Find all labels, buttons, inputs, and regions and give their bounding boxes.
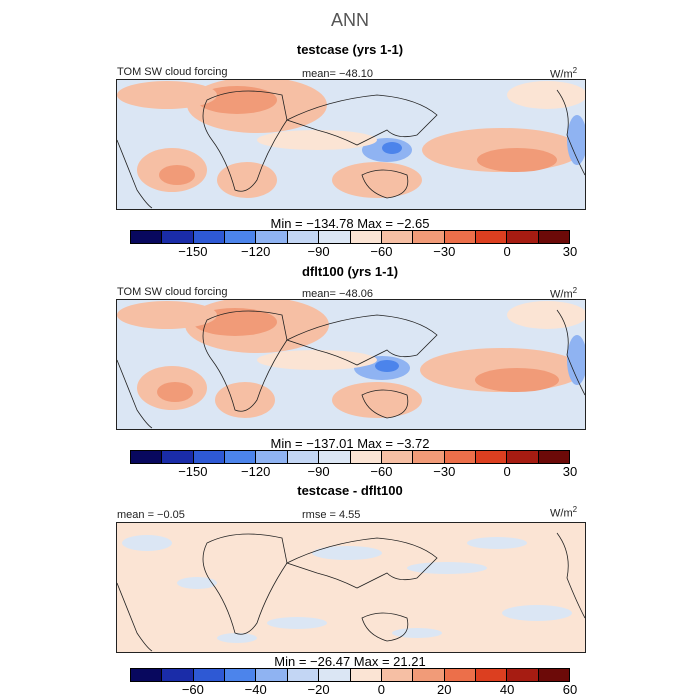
panel-1-map-svg (117, 80, 585, 209)
colorbar-swatch (475, 231, 508, 243)
panel-3-rmse-label: rmse = 4.55 (302, 509, 361, 521)
colorbar-swatch (131, 669, 163, 681)
colorbar-swatch (162, 451, 194, 463)
panel-3-min-max: Min = −26.47 Max = 21.21 (274, 654, 426, 669)
colorbar-swatch (538, 231, 570, 243)
colorbar-swatch (256, 451, 288, 463)
colorbar-tick-label: −30 (433, 244, 456, 259)
colorbar-swatch (381, 669, 414, 681)
colorbar-tick-label: −120 (241, 244, 271, 259)
colorbar-tick-label: −60 (370, 244, 393, 259)
panel-3-colorbar-ticks: −60 −40 −20 0 20 40 60 (130, 682, 577, 698)
colorbar-swatch (319, 669, 351, 681)
panel-1-title: testcase (yrs 1-1) (296, 42, 404, 57)
colorbar-tick-label: 20 (437, 682, 452, 697)
panel-2-map (116, 299, 586, 430)
colorbar-tick-label: 30 (562, 464, 578, 479)
colorbar-tick-label: −30 (433, 464, 456, 479)
panel-2-units: W/m2 (550, 286, 578, 301)
colorbar-swatch (319, 231, 351, 243)
panel-2-min-max: Min = −137.01 Max = −3.72 (270, 436, 430, 451)
colorbar-swatch (413, 669, 445, 681)
panel-3-title: testcase - dflt100 (297, 483, 403, 498)
panel-2-mean-label: mean= −48.06 (302, 288, 373, 300)
panel-3-colorbar (130, 668, 570, 682)
colorbar-swatch (381, 231, 414, 243)
panel-2-colorbar-ticks: −150 −120 −90 −60 −30 0 30 (130, 464, 577, 480)
colorbar-swatch (350, 231, 382, 243)
panel-3-units: W/m2 (550, 505, 578, 520)
panel-2-map-svg (117, 300, 585, 429)
colorbar-swatch (225, 231, 257, 243)
colorbar-swatch (507, 231, 539, 243)
colorbar-swatch (538, 669, 570, 681)
colorbar-swatch (256, 669, 288, 681)
colorbar-tick-label: −60 (181, 682, 204, 697)
panel-2-title: dflt100 (yrs 1-1) (301, 264, 399, 279)
colorbar-swatch (381, 451, 414, 463)
colorbar-tick-label: −90 (307, 244, 330, 259)
panel-1-colorbar (130, 230, 570, 244)
colorbar-swatch (162, 231, 194, 243)
panel-3-map-svg (117, 523, 585, 652)
colorbar-tick-label: −60 (370, 464, 393, 479)
colorbar-swatch (350, 669, 382, 681)
colorbar-swatch (507, 451, 539, 463)
figure-title: ANN (330, 10, 369, 30)
colorbar-tick-label: −150 (178, 244, 208, 259)
colorbar-swatch (193, 451, 226, 463)
colorbar-swatch (507, 669, 539, 681)
colorbar-swatch (287, 231, 320, 243)
panel-1-min-max: Min = −134.78 Max = −2.65 (270, 216, 430, 231)
panel-1-variable-label: TOM SW cloud forcing (117, 66, 228, 78)
colorbar-swatch (444, 669, 476, 681)
colorbar-swatch (225, 451, 257, 463)
colorbar-swatch (287, 669, 320, 681)
colorbar-tick-label: 60 (562, 682, 578, 697)
colorbar-tick-label: −120 (241, 464, 271, 479)
colorbar-tick-label: 0 (503, 244, 511, 259)
colorbar-swatch (319, 451, 351, 463)
colorbar-swatch (256, 231, 288, 243)
colorbar-swatch (413, 451, 445, 463)
panel-1-map (116, 79, 586, 210)
panel-2-variable-label: TOM SW cloud forcing (117, 286, 228, 298)
panel-2-colorbar (130, 450, 570, 464)
panel-1-colorbar-ticks: −150 −120 −90 −60 −30 0 30 (130, 244, 577, 260)
colorbar-tick-label: 0 (503, 464, 511, 479)
colorbar-tick-label: −20 (307, 682, 330, 697)
colorbar-tick-label: 0 (377, 682, 386, 697)
colorbar-tick-label: −90 (307, 464, 330, 479)
panel-1-units: W/m2 (550, 66, 578, 81)
colorbar-tick-label: 40 (499, 682, 515, 697)
colorbar-swatch (131, 231, 163, 243)
colorbar-tick-label: 30 (562, 244, 578, 259)
panel-3-mean-label: mean = −0.05 (117, 509, 185, 521)
colorbar-swatch (350, 451, 382, 463)
colorbar-swatch (193, 231, 226, 243)
colorbar-swatch (475, 451, 508, 463)
panel-3-map (116, 522, 586, 653)
colorbar-swatch (225, 669, 257, 681)
colorbar-swatch (444, 231, 476, 243)
colorbar-swatch (538, 451, 570, 463)
colorbar-tick-label: −150 (178, 464, 208, 479)
colorbar-tick-label: −40 (244, 682, 267, 697)
colorbar-swatch (413, 231, 445, 243)
colorbar-swatch (162, 669, 194, 681)
panel-1-mean-label: mean= −48.10 (302, 68, 373, 80)
colorbar-swatch (444, 451, 476, 463)
colorbar-swatch (287, 451, 320, 463)
colorbar-swatch (131, 451, 163, 463)
colorbar-swatch (475, 669, 508, 681)
colorbar-swatch (193, 669, 226, 681)
